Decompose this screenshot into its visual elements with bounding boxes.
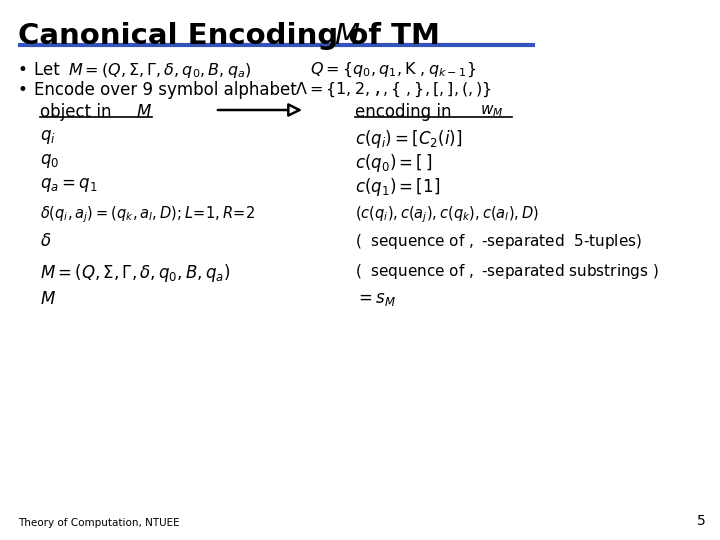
Text: $M=(Q,\Sigma,\Gamma,\delta,q_0,B,q_a)$: $M=(Q,\Sigma,\Gamma,\delta,q_0,B,q_a)$ [40, 262, 230, 284]
Text: $c(q_1)=[1]$: $c(q_1)=[1]$ [355, 176, 440, 198]
Text: Let: Let [34, 61, 71, 79]
Text: $q_i$: $q_i$ [40, 128, 55, 146]
Text: •: • [18, 81, 28, 99]
Text: $w_M$: $w_M$ [480, 103, 503, 119]
Text: $c(q_i)=[C_2(i)]$: $c(q_i)=[C_2(i)]$ [355, 128, 462, 150]
Text: $\mathit{M}$: $\mathit{M}$ [136, 103, 152, 121]
Text: object in: object in [40, 103, 117, 121]
Text: $q_a=q_1$: $q_a=q_1$ [40, 176, 97, 194]
Text: $(c(q_i),c(a_j),c(q_k),c(a_l),D)$: $(c(q_i),c(a_j),c(q_k),c(a_l),D)$ [355, 204, 539, 225]
Text: $c(q_0)=[\,]$: $c(q_0)=[\,]$ [355, 152, 432, 174]
Text: 5: 5 [697, 514, 706, 528]
Text: $($  sequence of $,$ -separated  5-tuples$)$: $($ sequence of $,$ -separated 5-tuples$… [355, 232, 642, 251]
Text: •: • [18, 61, 28, 79]
Text: $=s_M$: $=s_M$ [355, 290, 396, 308]
Text: $Q=\{q_0,q_1,\mathrm{K}\ ,q_{k-1}\}$: $Q=\{q_0,q_1,\mathrm{K}\ ,q_{k-1}\}$ [310, 61, 476, 79]
Text: $\mathit{M}$: $\mathit{M}$ [334, 22, 360, 50]
Text: $\Lambda=\{1,2,\mathtt{,},\{\ ,\},[,],(,)\}$: $\Lambda=\{1,2,\mathtt{,},\{\ ,\},[,],(,… [295, 81, 492, 99]
Text: encoding in: encoding in [355, 103, 462, 121]
Text: Theory of Computation, NTUEE: Theory of Computation, NTUEE [18, 518, 179, 528]
Text: $\delta$: $\delta$ [40, 232, 51, 250]
Text: $($  sequence of $,$ -separated substrings $)$: $($ sequence of $,$ -separated substring… [355, 262, 659, 281]
Text: Canonical Encoding of TM: Canonical Encoding of TM [18, 22, 450, 50]
Text: $\delta(q_i,a_j)=(q_k,a_l,D);L\!=\!1,R\!=\!2$: $\delta(q_i,a_j)=(q_k,a_l,D);L\!=\!1,R\!… [40, 204, 256, 225]
Text: $M$: $M$ [40, 290, 56, 308]
Text: Encode over 9 symbol alphabet: Encode over 9 symbol alphabet [34, 81, 307, 99]
Text: $M=(Q,\Sigma,\Gamma,\delta,q_0,B,q_a)$: $M=(Q,\Sigma,\Gamma,\delta,q_0,B,q_a)$ [68, 61, 251, 80]
FancyArrowPatch shape [217, 104, 300, 116]
Text: $q_0$: $q_0$ [40, 152, 59, 170]
